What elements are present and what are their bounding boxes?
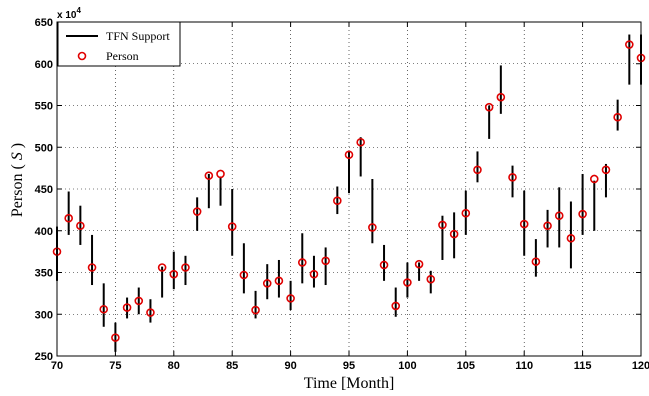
person-point (508, 173, 517, 182)
person-point (578, 209, 587, 219)
person-point (181, 263, 190, 272)
tick-labels: 70 75 80 85 90 95 100 105 110 115 120 250 300 350 400 4… (35, 17, 649, 372)
person-point (134, 296, 144, 306)
x-tick-label: 115 (574, 360, 592, 372)
y-axis-label-close: ) (9, 143, 26, 152)
x-tick-label: 85 (226, 360, 238, 372)
person-point (169, 269, 179, 279)
person-point (344, 150, 354, 160)
person-point (473, 165, 482, 175)
y-tick-label: 350 (35, 268, 53, 280)
person-point (227, 222, 237, 231)
x-tick-label: 110 (515, 360, 533, 372)
person-point (625, 40, 634, 49)
person-point (64, 213, 73, 223)
person-point (262, 279, 272, 288)
x-tick-label: 80 (168, 360, 180, 372)
person-point (543, 221, 552, 231)
y-axis-label-variable: S (9, 152, 26, 160)
person-point (297, 258, 307, 267)
person-point (379, 260, 389, 270)
person-point (356, 137, 365, 147)
y-multiplier-base: x 10 (57, 10, 77, 21)
person-point (566, 233, 576, 243)
x-tick-label: 120 (632, 360, 649, 372)
person-point (286, 294, 295, 303)
y-axis-label: Person ( S ) (9, 143, 26, 217)
person-point (414, 259, 424, 269)
person-point (368, 223, 377, 232)
person-point (274, 276, 284, 286)
person-point (519, 219, 529, 229)
person-point (309, 269, 319, 279)
y-tick-label: 500 (35, 142, 53, 154)
legend-support-label: TFN Support (106, 29, 170, 43)
person-point (111, 333, 120, 342)
y-multiplier-exponent: 4 (76, 6, 81, 15)
person-point (76, 221, 85, 231)
person-point (216, 169, 225, 179)
person-point (426, 274, 436, 284)
y-tick-label: 600 (35, 59, 53, 71)
person-point (321, 256, 330, 266)
legend: TFN Support Person (57, 21, 181, 67)
legend-person-swatch (77, 51, 87, 61)
x-tick-label: 105 (457, 360, 475, 372)
person-point (461, 208, 471, 218)
legend-box (57, 21, 181, 67)
y-tick-label: 550 (35, 101, 53, 113)
person-point (239, 270, 249, 280)
y-multiplier: x 104 (57, 6, 81, 21)
x-tick-label: 75 (109, 360, 121, 372)
person-point (204, 171, 214, 180)
y-tick-label: 250 (35, 351, 53, 363)
person-point (613, 112, 622, 122)
y-tick-label: 450 (35, 184, 53, 196)
person-point (99, 304, 109, 314)
person-point (403, 278, 412, 287)
legend-person-label: Person (106, 49, 139, 63)
y-axis-label-text: Person ( (9, 160, 26, 217)
x-tick-label: 95 (343, 360, 355, 372)
person-point (601, 165, 611, 175)
person-point (87, 263, 97, 272)
person-point (449, 229, 459, 239)
plot-frame (56, 21, 642, 357)
person-point (333, 196, 342, 205)
person-point (146, 308, 155, 317)
person-point (496, 92, 506, 102)
person-point (531, 257, 541, 266)
x-tick-label: 70 (51, 360, 63, 372)
person-point (157, 263, 167, 272)
person-point (251, 305, 260, 315)
person-point (391, 301, 401, 311)
person-point (554, 211, 564, 221)
y-tick-label: 650 (35, 17, 53, 29)
y-tick-label: 400 (35, 226, 53, 238)
x-tick-label: 90 (284, 360, 296, 372)
x-tick-label: 100 (398, 360, 416, 372)
x-axis-label: Time [Month] (304, 375, 395, 392)
person-point (484, 102, 494, 112)
person-point (192, 207, 202, 216)
person-point (438, 220, 447, 230)
person-point (122, 303, 132, 312)
y-tick-label: 300 (35, 309, 53, 321)
person-point (589, 174, 599, 184)
